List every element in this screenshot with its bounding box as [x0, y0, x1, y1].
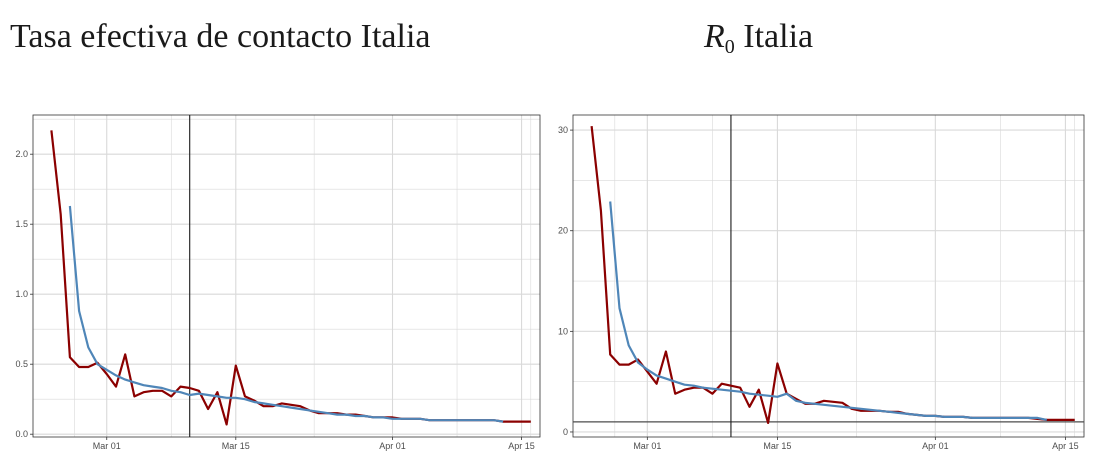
x-tick-label: Mar 01 [633, 441, 661, 451]
y-tick-label: 0.0 [15, 429, 28, 439]
y-tick-label: 10 [558, 326, 568, 336]
y-tick-label: 0.5 [15, 359, 28, 369]
y-tick-label: 2.0 [15, 149, 28, 159]
y-tick-label: 1.5 [15, 219, 28, 229]
x-tick-label: Mar 15 [763, 441, 791, 451]
y-tick-label: 20 [558, 226, 568, 236]
title-right-rest: Italia [734, 18, 814, 55]
panel-border [572, 114, 1085, 438]
y-tick-label: 30 [558, 125, 568, 135]
chart-title-left: Tasa efectiva de contacto Italia [10, 18, 431, 55]
panel-border [32, 114, 541, 438]
smoothed-series-line [68, 205, 504, 423]
plot-background [573, 115, 1084, 437]
x-tick-label: Apr 15 [1052, 441, 1079, 451]
r-symbol: R [704, 18, 725, 55]
x-tick-label: Apr 01 [922, 441, 949, 451]
chart-title-right: R0 Italia [704, 18, 813, 59]
contact-rate-chart: 0.0 0.5 1.0 1.5 2.0 Mar 01 Mar 15 Apr 01 Apr 15 [15, 114, 541, 451]
y-tick-label: 0 [563, 427, 568, 437]
x-tick-label: Apr 15 [508, 441, 535, 451]
plot-background [33, 115, 540, 437]
y-tick-label: 1.0 [15, 289, 28, 299]
x-tick-label: Apr 01 [379, 441, 406, 451]
x-tick-label: Mar 01 [93, 441, 121, 451]
x-tick-label: Mar 15 [222, 441, 250, 451]
r-subscript: 0 [724, 36, 735, 58]
smoothed-series-line [609, 201, 1048, 421]
r0-chart: 0 10 20 30 Mar 01 Mar 15 Apr 01 Apr 15 [558, 114, 1085, 451]
